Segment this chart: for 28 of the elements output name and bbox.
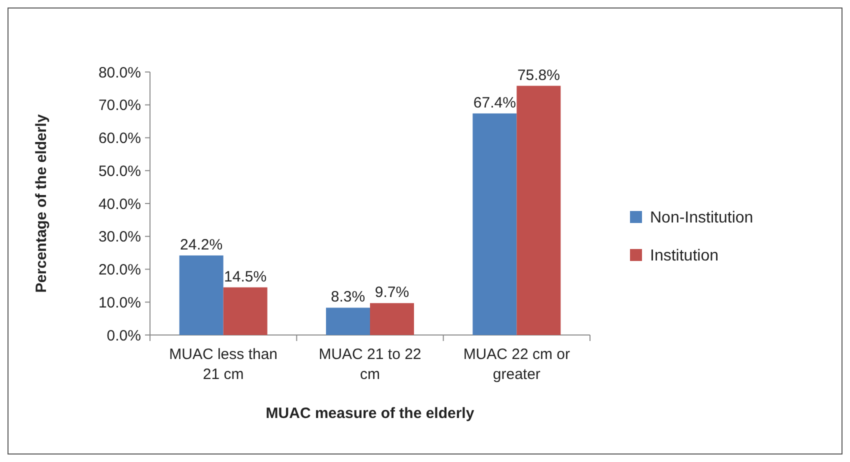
legend-label: Non-Institution: [650, 210, 754, 227]
bar: [179, 255, 224, 335]
text: 8.3%: [330, 288, 366, 306]
bar: [326, 308, 370, 335]
bar: [223, 287, 268, 335]
bar: [516, 86, 561, 335]
y-axis-title: Percentage of the elderly: [33, 114, 50, 293]
y-tick-label: 10.0%: [98, 294, 141, 312]
text: 14.5%: [224, 268, 267, 286]
y-tick-label: 80.0%: [98, 64, 141, 82]
x-axis-title: MUAC measure of the elderly: [266, 405, 475, 422]
y-tick-label: 70.0%: [98, 97, 141, 114]
x-tick-label: MUAC less than 21 cm: [169, 346, 278, 383]
y-tick-label: 20.0%: [98, 262, 141, 278]
text: 24.2%: [180, 236, 223, 254]
x-tick-label: MUAC 22 cm or greater: [463, 346, 570, 383]
bar: [472, 113, 517, 335]
text: 67.4%: [473, 94, 516, 112]
y-tick-label: 50.0%: [98, 162, 141, 180]
y-tick-label: 30.0%: [98, 228, 141, 246]
legend-label: Institution: [650, 248, 718, 265]
y-tick-label: 40.0%: [98, 196, 141, 213]
text: 75.8%: [517, 66, 560, 84]
text: 9.7%: [374, 284, 410, 302]
x-tick-label: MUAC 21 to 22 cm: [318, 346, 422, 383]
y-tick-label: 0.0%: [106, 327, 141, 344]
y-tick-label: 60.0%: [98, 130, 141, 147]
bar: [370, 303, 414, 335]
